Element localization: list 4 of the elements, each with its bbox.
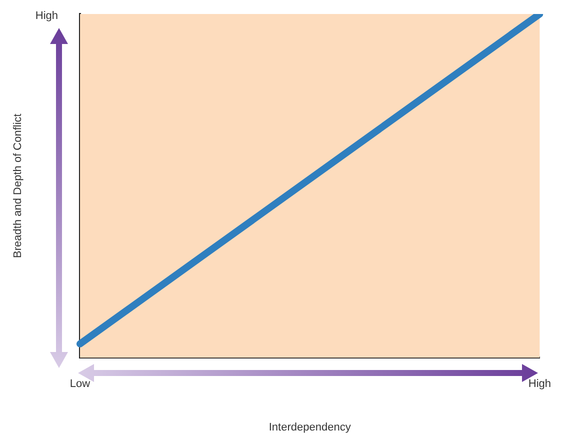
x-axis-title: Interdependency [268, 421, 352, 434]
x-tick-label: Low [70, 378, 90, 390]
annotation: High [35, 10, 58, 22]
y-axis-title: Breadth and Depth of Conflict [12, 114, 24, 258]
